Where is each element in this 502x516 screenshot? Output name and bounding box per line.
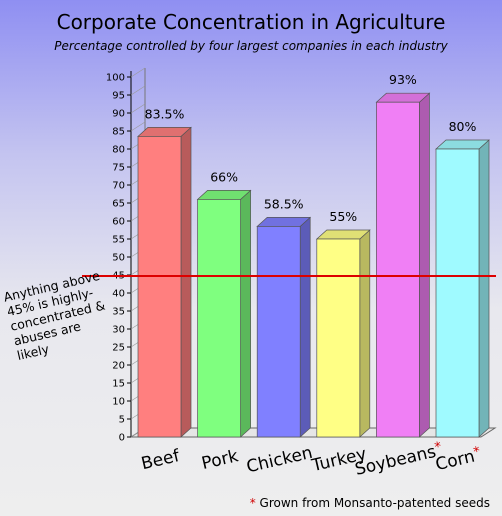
y-tick-label: 10 <box>112 397 125 408</box>
y-tick-label: 40 <box>112 289 125 300</box>
chart-title: Corporate Concentration in Agriculture <box>56 10 446 34</box>
bar-value-label: 83.5% <box>145 106 185 121</box>
y-tick-depth <box>130 121 146 132</box>
bar-side <box>299 216 311 438</box>
y-tick-label: 30 <box>112 325 125 336</box>
y-tick-label: 60 <box>112 217 125 228</box>
footnote: * Grown from Monsanto-patented seeds <box>250 496 490 510</box>
x-tick-label: Pork <box>200 446 241 474</box>
bar <box>256 226 301 438</box>
bar-side <box>478 139 490 438</box>
bar-side <box>359 229 371 438</box>
y-tick-label: 75 <box>112 163 125 174</box>
bar-value-label: 58.5% <box>264 196 304 211</box>
y-tick-depth <box>130 67 146 78</box>
footnote-marker: * <box>249 496 256 510</box>
bar <box>137 136 182 438</box>
bar-value-label: 80% <box>449 119 477 134</box>
x-tick-label: Beef <box>139 446 182 474</box>
y-tick-label: 35 <box>112 307 125 318</box>
footnote-text: Grown from Monsanto-patented seeds <box>259 496 490 510</box>
y-tick-label: 50 <box>112 253 125 264</box>
bar <box>376 101 420 438</box>
bar-side <box>180 126 192 438</box>
y-tick-label: 0 <box>119 433 125 444</box>
chart-subtitle: Percentage controlled by four largest co… <box>54 39 448 53</box>
x-tick-label: Soybeans* <box>353 439 445 480</box>
bar-value-label: 66% <box>210 169 238 184</box>
bar-side <box>419 92 430 438</box>
y-tick-label: 85 <box>112 127 125 138</box>
y-tick-depth <box>130 85 146 96</box>
bar-value-label: 93% <box>389 72 417 87</box>
y-tick-label: 90 <box>112 109 125 120</box>
y-tick-label: 5 <box>119 415 125 426</box>
y-tick-label: 80 <box>112 145 125 156</box>
bar-side <box>240 189 251 438</box>
y-tick-label: 55 <box>112 235 125 246</box>
y-tick-label: 15 <box>112 379 125 390</box>
y-tick-label: 65 <box>112 199 125 210</box>
bar-value-label: 55% <box>329 209 357 224</box>
y-tick-label: 95 <box>112 91 125 102</box>
bar <box>435 148 480 438</box>
bar <box>316 238 361 438</box>
bar <box>197 199 241 438</box>
y-tick-label: 70 <box>112 181 125 192</box>
x-tick-label: Chicken <box>245 443 315 478</box>
y-tick-depth <box>130 103 146 114</box>
y-tick-label: 100 <box>106 73 125 84</box>
y-tick-label: 20 <box>112 361 125 372</box>
y-tick-label: 25 <box>112 343 125 354</box>
